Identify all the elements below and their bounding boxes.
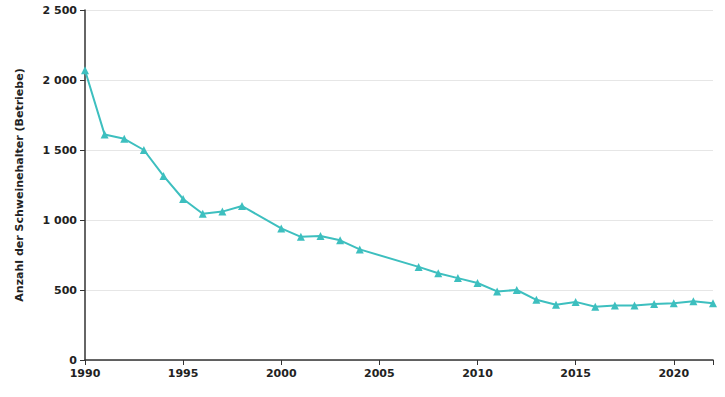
svg-text:2015: 2015 xyxy=(560,367,591,380)
svg-text:2020: 2020 xyxy=(658,367,689,380)
svg-text:1 500: 1 500 xyxy=(43,144,78,157)
svg-text:2 500: 2 500 xyxy=(43,4,78,17)
svg-text:500: 500 xyxy=(54,284,77,297)
svg-text:1990: 1990 xyxy=(70,367,101,380)
svg-text:Anzahl der Schweinehalter (Bet: Anzahl der Schweinehalter (Betriebe) xyxy=(13,68,26,301)
svg-text:2005: 2005 xyxy=(364,367,395,380)
svg-text:0: 0 xyxy=(69,354,77,367)
svg-text:2 000: 2 000 xyxy=(43,74,78,87)
svg-text:1995: 1995 xyxy=(168,367,199,380)
svg-text:1 000: 1 000 xyxy=(43,214,78,227)
svg-text:2000: 2000 xyxy=(266,367,297,380)
svg-text:2010: 2010 xyxy=(462,367,493,380)
